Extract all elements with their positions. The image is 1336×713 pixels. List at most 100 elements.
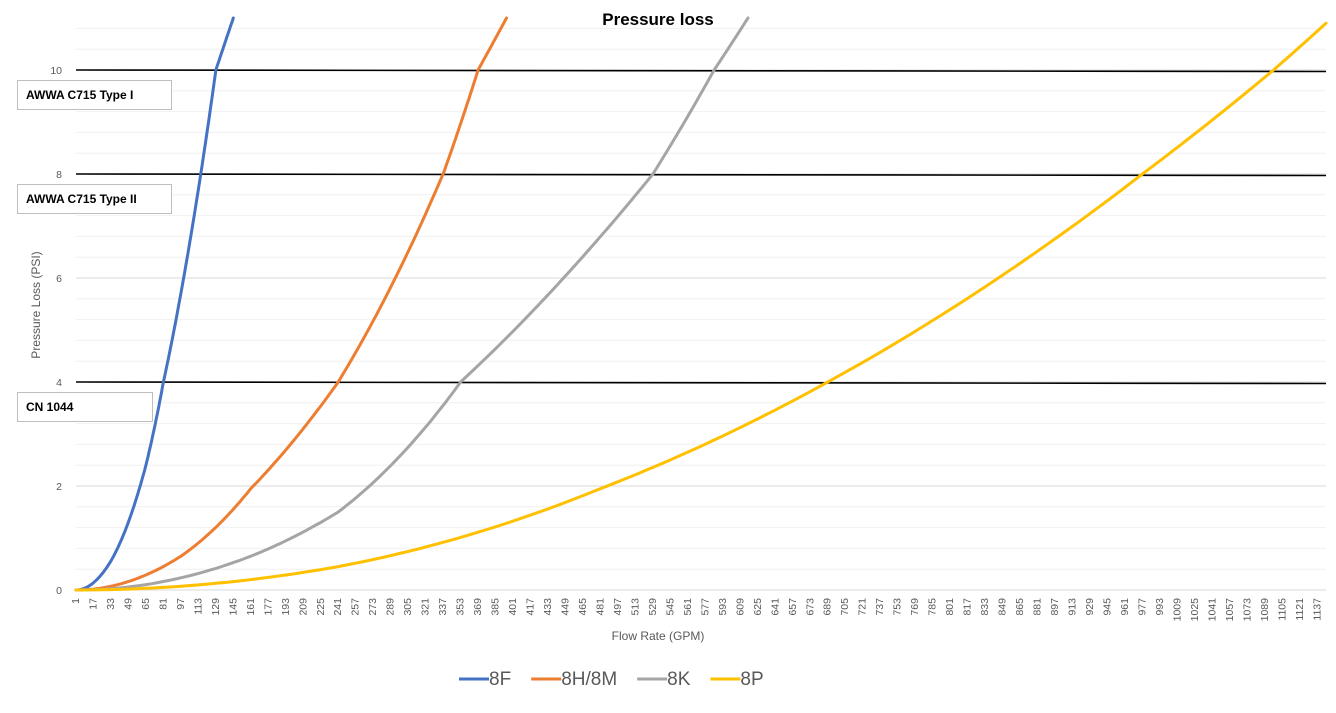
series-layer [74,16,1328,592]
x-tick-label: 337 [437,598,449,616]
x-tick-label: 449 [560,598,572,616]
x-tick-label: 1089 [1259,598,1271,622]
x-tick-label: 145 [227,598,239,616]
x-tick-label: 417 [525,598,537,616]
x-tick-label: 849 [997,598,1009,616]
reference-line [75,173,1327,177]
y-tick-label: 4 [56,377,62,389]
x-tick-label: 545 [664,598,676,616]
x-tick-label: 753 [892,598,904,616]
x-tick-label: 465 [577,598,589,616]
x-tick-label: 977 [1136,598,1148,616]
x-tick-label: 833 [979,598,991,616]
x-tick-label: 241 [332,598,344,616]
x-tick-label: 529 [647,598,659,616]
x-tick-label: 785 [927,598,939,616]
x-tick-label: 33 [105,598,117,610]
x-tick-label: 257 [350,598,362,616]
x-tick-label: 721 [857,598,869,616]
x-tick-label: 769 [909,598,921,616]
x-tick-label: 945 [1101,598,1113,616]
x-tick-label: 1057 [1224,598,1236,622]
x-tick-label: 1073 [1241,598,1253,622]
legend-label: 8P [740,669,763,690]
x-tick-label: 497 [612,598,624,616]
reference-lines [75,69,1327,385]
x-tick-label: 1137 [1311,598,1323,621]
x-tick-label: 641 [769,598,781,616]
y-tick-label: 10 [50,65,62,77]
x-tick-label: 1 [70,598,82,604]
x-tick-label: 97 [175,598,187,610]
legend-label: 8F [489,669,511,690]
y-tick-label: 2 [56,481,62,493]
x-tick-label: 1009 [1171,598,1183,622]
x-tick-label: 513 [629,598,641,616]
reference-line-label: AWWA C715 Type II [17,184,172,214]
x-tick-label: 209 [297,598,309,616]
x-tick-label: 961 [1119,598,1131,616]
chart-title: Pressure loss [602,10,714,29]
x-tick-label: 1121 [1294,598,1306,621]
legend-label: 8H/8M [561,669,617,690]
series-line [74,16,750,592]
x-tick-label: 161 [245,598,257,616]
x-tick-label: 401 [507,598,519,616]
reference-line-label: AWWA C715 Type I [17,80,172,110]
y-tick-label: 0 [56,585,62,597]
x-tick-label: 305 [402,598,414,616]
x-tick-label: 225 [315,598,327,616]
x-tick-label: 1025 [1189,598,1201,622]
x-tick-label: 561 [682,598,694,616]
y-tick-label: 6 [56,273,62,285]
y-tick-label: 8 [56,169,62,181]
x-tick-label: 193 [280,598,292,616]
x-axis-label: Flow Rate (GPM) [612,629,705,643]
x-tick-label: 17 [87,598,99,610]
x-tick-label: 177 [262,598,274,616]
x-tick-label: 625 [752,598,764,616]
reference-line [75,69,1327,73]
x-tick-label: 433 [542,598,554,616]
x-tick-label: 657 [787,598,799,616]
x-tick-label: 929 [1084,598,1096,616]
x-tick-label: 49 [122,598,134,610]
x-tick-label: 81 [157,598,169,610]
x-tick-label: 353 [455,598,467,616]
x-tick-label: 817 [962,598,974,616]
x-tick-label: 129 [210,598,222,616]
x-tick-label: 577 [699,598,711,616]
x-tick-label: 737 [874,598,886,616]
x-tick-label: 1041 [1206,598,1218,622]
x-tick-label: 369 [472,598,484,616]
y-axis-label: Pressure Loss (PSI) [29,251,43,358]
series-line [74,21,1328,592]
x-tick-label: 897 [1049,598,1061,616]
x-tick-label: 273 [367,598,379,616]
x-tick-label: 673 [804,598,816,616]
series-line [74,16,235,592]
x-tick-label: 289 [385,598,397,616]
gridlines [76,27,1326,570]
legend: 8F 8H/8M 8K 8P [459,669,764,690]
x-tick-label: 689 [822,598,834,616]
x-tick-label: 593 [717,598,729,616]
x-tick-label: 801 [944,598,956,616]
x-tick-label: 609 [734,598,746,616]
x-tick-label: 481 [594,598,606,616]
x-tick-label: 913 [1067,598,1079,616]
legend-label: 8K [667,669,691,690]
x-tick-label: 1105 [1276,598,1288,621]
x-tick-label: 321 [420,598,432,616]
x-tick-label: 65 [140,598,152,610]
x-tick-label: 993 [1154,598,1166,616]
x-tick-label: 865 [1014,598,1026,616]
y-axis-ticks: 0 2 4 6 8 10 [50,65,62,597]
x-tick-label: 705 [839,598,851,616]
x-tick-label: 881 [1032,598,1044,616]
reference-line [75,381,1327,385]
reference-line-label: CN 1044 [17,392,153,422]
x-axis-ticks: 1 17 33 49 65 81 97 113 129 145 161 177 193 209 225 241… [70,598,1323,622]
